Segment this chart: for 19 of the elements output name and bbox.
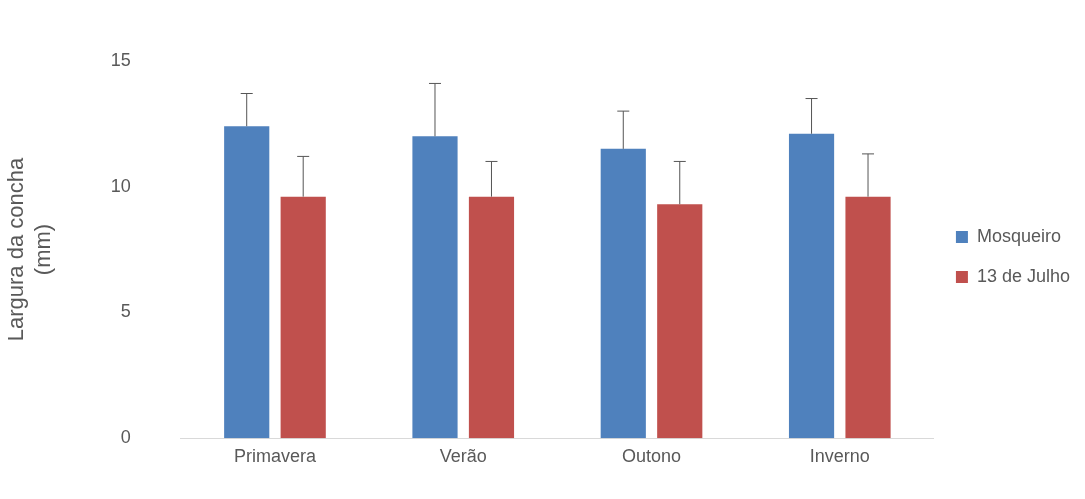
bar <box>412 136 458 439</box>
x-tick-label: Primavera <box>233 445 317 466</box>
x-tick-label: Outono <box>621 445 682 466</box>
y-tick-label: 10 <box>110 175 131 196</box>
legend-label: Mosqueiro <box>976 225 1061 246</box>
legend-label: 13 de Julho <box>976 265 1070 286</box>
y-tick-label: 15 <box>110 49 131 70</box>
y-tick-label: 0 <box>120 427 131 448</box>
bar <box>657 204 703 439</box>
bar <box>468 196 515 439</box>
x-tick-label: Verão <box>439 445 487 466</box>
bar <box>600 148 646 439</box>
x-tick-label: Inverno <box>809 445 870 466</box>
bar <box>788 133 835 439</box>
bar <box>280 196 326 439</box>
y-tick-label: 5 <box>120 301 131 322</box>
y-axis-title: Largura da concha (mm) <box>3 157 55 342</box>
bar <box>845 196 891 439</box>
bar <box>224 126 270 439</box>
